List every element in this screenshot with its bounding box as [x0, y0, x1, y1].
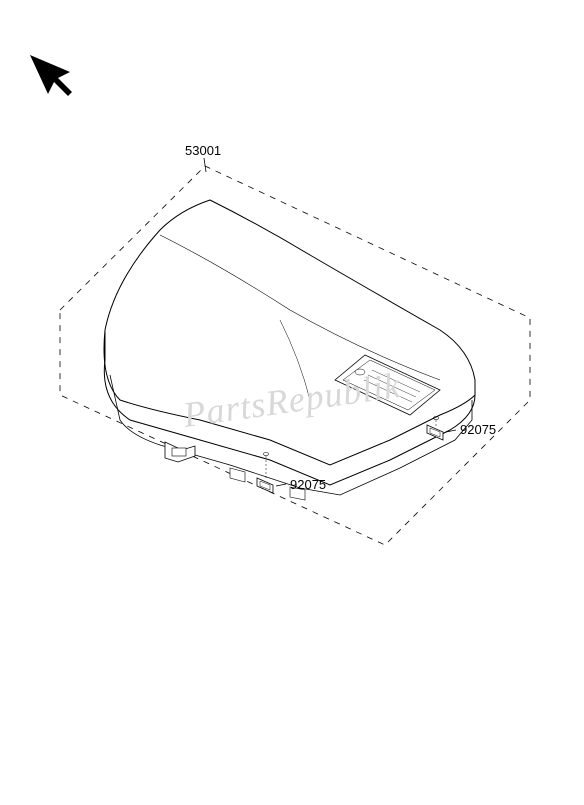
- label-53001: 53001: [185, 143, 221, 158]
- seat-assembly: [104, 200, 475, 500]
- parts-diagram: PartsRepublik 53001 92075 92075: [0, 0, 584, 800]
- label-92075-bottom: 92075: [290, 477, 326, 492]
- diagram-svg: [0, 0, 584, 800]
- leader-53001: [204, 158, 206, 172]
- leader-92075-b: [276, 484, 286, 486]
- direction-arrow-icon: [30, 55, 72, 96]
- label-92075-right: 92075: [460, 422, 496, 437]
